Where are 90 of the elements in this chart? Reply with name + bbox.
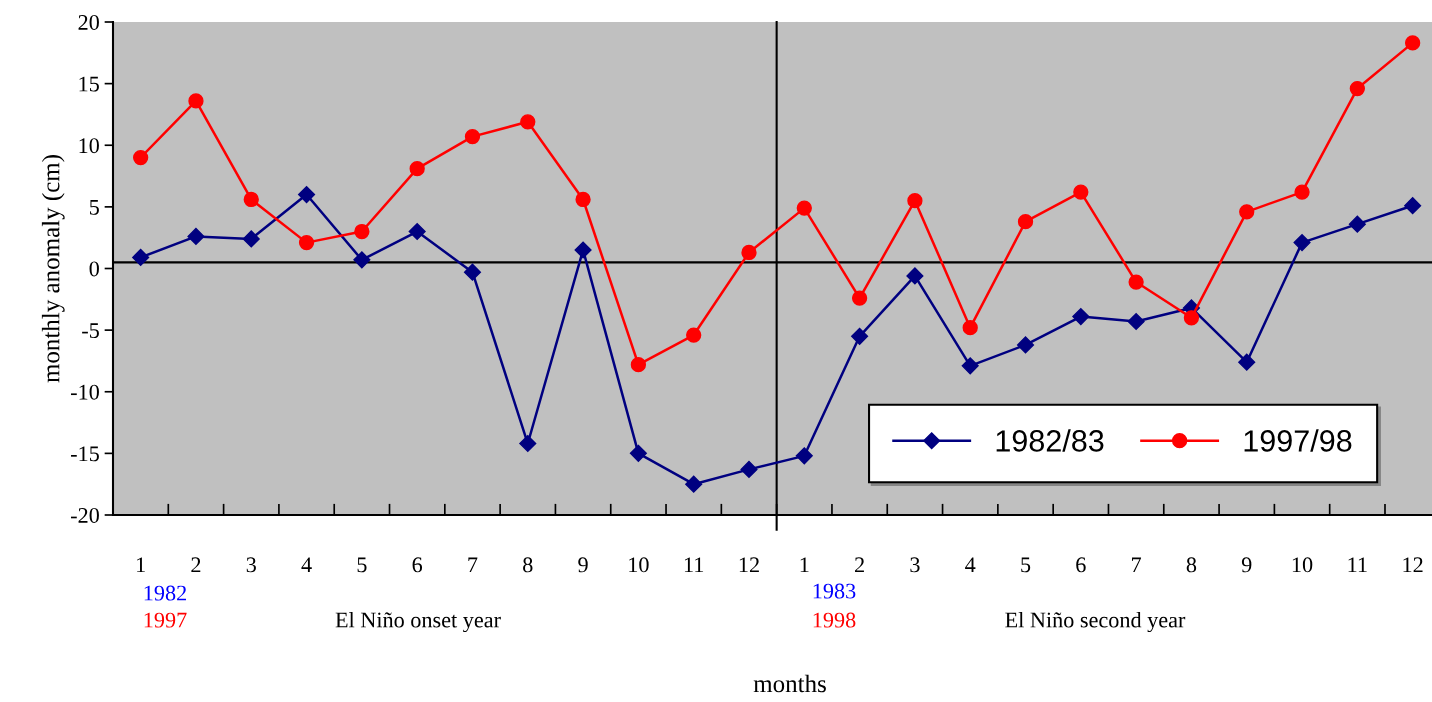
point [851, 327, 869, 345]
point [741, 244, 757, 261]
point [1073, 184, 1089, 200]
point [520, 114, 536, 130]
x-tick-label: 6 [1076, 557, 1086, 573]
point [1239, 204, 1255, 220]
x-tick-label: 12 [1403, 557, 1423, 573]
point [1404, 35, 1421, 51]
point [1183, 310, 1200, 326]
y-tick-label: 5 [89, 200, 99, 215]
point [1238, 353, 1256, 371]
point [740, 460, 758, 478]
point [962, 320, 978, 336]
x-tick-label: 6 [412, 557, 423, 573]
point [906, 267, 924, 285]
point [408, 222, 426, 241]
x-tick-label: 5 [1021, 557, 1031, 573]
y-tick-label: 15 [79, 76, 99, 92]
y-tick-label: 10 [79, 138, 99, 154]
point [242, 230, 260, 248]
point [907, 193, 923, 209]
x-tick-label: 7 [1132, 557, 1142, 573]
point [519, 434, 537, 453]
point [243, 191, 259, 208]
point [409, 161, 425, 177]
x-tick-label: 12 [739, 557, 759, 573]
text: 1997 [144, 612, 187, 628]
point [1349, 80, 1365, 97]
point [463, 263, 482, 281]
point [188, 93, 204, 109]
text: El Niño onset year [335, 611, 501, 633]
point [1017, 214, 1034, 230]
point [132, 248, 150, 266]
x-tick-label: 10 [1292, 557, 1313, 573]
y-axis-title: monthly anomaly (cm) [41, 155, 65, 383]
x-tick-label: 11 [1348, 557, 1367, 573]
point [354, 223, 370, 240]
point [575, 191, 591, 208]
x-tick-label: 5 [357, 557, 367, 573]
x-tick-label: 8 [523, 557, 533, 573]
x-tick-label: 9 [578, 557, 588, 573]
point [961, 357, 979, 375]
point [1127, 312, 1145, 331]
x-tick-label: 8 [1186, 557, 1197, 573]
text: El Niño second year [1005, 611, 1186, 633]
text: 1998 [813, 612, 856, 628]
point [464, 128, 481, 145]
point [630, 356, 647, 373]
point [686, 327, 702, 343]
point [298, 234, 315, 251]
x-tick-label: 2 [855, 557, 864, 573]
x-tick-label: 1 [800, 557, 809, 573]
point [574, 241, 592, 259]
point [298, 185, 316, 204]
point [353, 251, 371, 269]
point [795, 447, 813, 465]
x-tick-label: 3 [910, 557, 920, 573]
x-tick-label: 10 [629, 557, 649, 573]
point [1016, 336, 1035, 354]
text: 1982 [144, 585, 186, 601]
y-tick-label: 0 [89, 261, 99, 277]
y-tick-label: -15 [71, 446, 99, 462]
x-tick-label: 4 [301, 557, 312, 573]
x-tick-label: 4 [965, 557, 976, 573]
point [1072, 308, 1090, 326]
x-tick-label: 9 [1241, 557, 1252, 573]
point [1404, 197, 1422, 215]
x-axis-title: months [753, 674, 826, 693]
y-tick-label: -20 [71, 507, 99, 523]
point [685, 475, 703, 493]
point [1128, 274, 1144, 290]
y-tick-label: -5 [82, 323, 99, 339]
y-tick-label: 20 [78, 14, 99, 30]
point [796, 200, 812, 216]
point [1294, 184, 1310, 200]
point [187, 227, 205, 246]
x-tick-label: 11 [684, 557, 704, 573]
x-tick-label: 3 [246, 557, 256, 573]
x-tick-label: 1 [137, 557, 145, 573]
point [1348, 215, 1366, 233]
x-tick-label: 7 [468, 557, 478, 573]
y-tick-label: -10 [71, 384, 99, 400]
legend-label: 1982/83 [996, 429, 1104, 452]
point [629, 444, 647, 462]
legend-label: 1997/98 [1244, 429, 1352, 452]
x-tick-label: 2 [191, 557, 201, 573]
text: 1983 [813, 583, 856, 599]
point [851, 290, 868, 306]
point [133, 149, 149, 166]
point [1293, 234, 1311, 252]
